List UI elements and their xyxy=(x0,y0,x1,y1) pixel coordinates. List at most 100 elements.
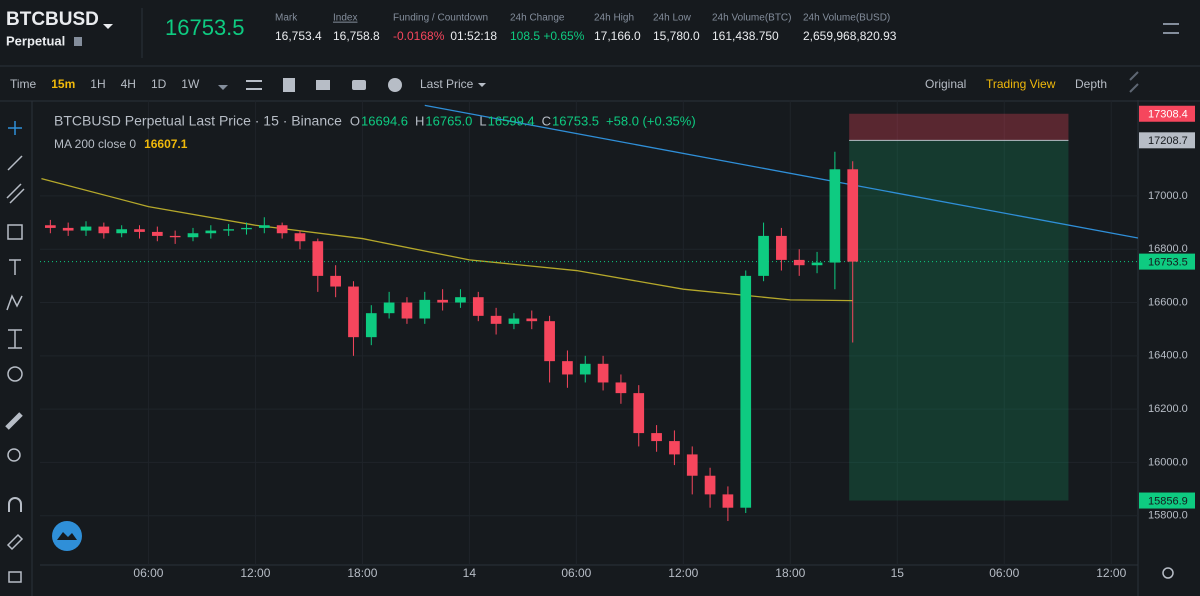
channel-tool[interactable] xyxy=(6,183,25,204)
candle-body xyxy=(134,229,145,232)
stat-label: 24h Volume(BTC) xyxy=(712,13,791,24)
candle-body xyxy=(241,227,252,230)
candle-body xyxy=(45,225,56,228)
candle-body xyxy=(472,297,484,316)
stat-value: 2,659,968,820.93 xyxy=(803,29,897,43)
candle-body xyxy=(365,313,377,338)
interval-button[interactable]: 1H xyxy=(90,77,105,91)
candle-body xyxy=(562,361,573,375)
candle-body xyxy=(62,227,74,231)
x-tick-label: 15 xyxy=(891,566,905,580)
stat-value: 108.5 +0.65% xyxy=(510,29,585,43)
contract-type: Perpetual xyxy=(6,33,65,48)
text-tool[interactable] xyxy=(9,259,21,275)
y-tick-label: 17000.0 xyxy=(1148,190,1188,202)
ma-value: 16607.1 xyxy=(144,137,188,151)
candle-body xyxy=(597,363,609,383)
candle-body xyxy=(544,321,555,362)
moving-average xyxy=(41,177,853,302)
view-tab[interactable]: Trading View xyxy=(986,77,1056,91)
screenshot-icon[interactable] xyxy=(352,80,366,90)
pattern-tool[interactable] xyxy=(6,294,23,311)
price-type-arrow[interactable] xyxy=(478,83,486,87)
candle-body xyxy=(776,235,787,260)
interval-button[interactable]: 1W xyxy=(181,77,200,91)
trendline xyxy=(424,104,1138,239)
stat-label: 24h Low xyxy=(653,13,692,24)
candle-body xyxy=(508,318,520,324)
stop-zone xyxy=(849,113,1069,141)
candle-body xyxy=(847,169,859,262)
interval-button: Time xyxy=(10,77,37,91)
candle-body xyxy=(330,275,341,287)
candle-body xyxy=(401,302,413,319)
ohlc-key: H xyxy=(415,113,424,128)
shape-tool[interactable] xyxy=(7,224,23,240)
zoom-tool[interactable] xyxy=(7,448,21,462)
candle-body xyxy=(98,226,110,234)
add-icon[interactable] xyxy=(388,78,402,92)
stat-value: 15,780.0 xyxy=(653,29,700,43)
ruler-tool[interactable] xyxy=(5,412,23,430)
x-tick-label: 06:00 xyxy=(133,566,163,580)
price-tag xyxy=(1139,132,1195,149)
price-tag-label: 17308.4 xyxy=(1148,109,1188,121)
price-tag xyxy=(1139,492,1195,509)
chart-type-icon[interactable] xyxy=(316,80,330,90)
symbol[interactable]: BTCBUSD xyxy=(6,9,99,30)
prediction-tool[interactable] xyxy=(8,329,22,349)
candle-body xyxy=(722,494,734,508)
price-type[interactable]: Last Price xyxy=(420,77,474,91)
price-tag-label: 17208.7 xyxy=(1148,135,1188,147)
candle-body xyxy=(740,275,752,508)
stat-value: 161,438.750 xyxy=(712,29,779,43)
settings-gear[interactable] xyxy=(1162,567,1174,579)
emoji-tool[interactable] xyxy=(7,366,23,382)
stat-value: 17,166.0 xyxy=(594,29,641,43)
stat-label: Index xyxy=(333,13,357,24)
candle-body xyxy=(829,169,841,263)
y-tick-label: 16200.0 xyxy=(1148,403,1188,415)
stat-value: 01:52:18 xyxy=(450,29,497,43)
interval-button[interactable]: 1D xyxy=(151,77,167,91)
y-tick-label: 16000.0 xyxy=(1148,456,1188,468)
fullscreen-icon[interactable] xyxy=(1129,71,1139,93)
info-icon[interactable] xyxy=(74,37,82,46)
candle-body xyxy=(633,393,645,434)
candle-body xyxy=(615,382,627,394)
candle-body xyxy=(686,454,698,476)
candle-body xyxy=(793,259,805,266)
magnet-tool[interactable] xyxy=(8,497,22,512)
x-tick-label: 12:00 xyxy=(1096,566,1126,580)
lock-tool[interactable] xyxy=(8,571,22,583)
view-tab[interactable]: Depth xyxy=(1075,77,1107,91)
candle-body xyxy=(651,433,662,442)
plot-area xyxy=(40,100,1138,565)
stat-label: 24h Volume(BUSD) xyxy=(803,13,890,24)
dropdown-arrow[interactable] xyxy=(103,24,113,29)
indicators-icon[interactable] xyxy=(283,78,295,92)
candle-body xyxy=(294,233,306,242)
trendline-tool[interactable] xyxy=(7,155,23,171)
price-tag xyxy=(1139,253,1195,270)
price-tag xyxy=(1139,105,1195,122)
indicator-settings[interactable] xyxy=(246,80,262,90)
drawing-toolbar xyxy=(5,121,25,583)
candle-body xyxy=(383,302,395,314)
more-intervals[interactable] xyxy=(218,85,228,90)
y-tick-label: 16800.0 xyxy=(1148,243,1188,255)
interval-button[interactable]: 4H xyxy=(121,77,136,91)
interval-button[interactable]: 15m xyxy=(51,77,75,91)
x-tick-label: 14 xyxy=(463,566,477,580)
view-tab[interactable]: Original xyxy=(925,77,966,91)
stat-label: Funding / Countdown xyxy=(393,13,488,24)
crosshair-tool[interactable] xyxy=(8,121,22,135)
candle-body xyxy=(205,230,217,234)
ohlc-value: 16599.4 xyxy=(488,113,535,128)
stat-value: 16,758.8 xyxy=(333,29,380,43)
candle-body xyxy=(526,318,538,322)
candle-body xyxy=(579,363,591,375)
settings-icon[interactable] xyxy=(1163,23,1179,34)
lock-drawing-tool[interactable] xyxy=(6,533,24,551)
